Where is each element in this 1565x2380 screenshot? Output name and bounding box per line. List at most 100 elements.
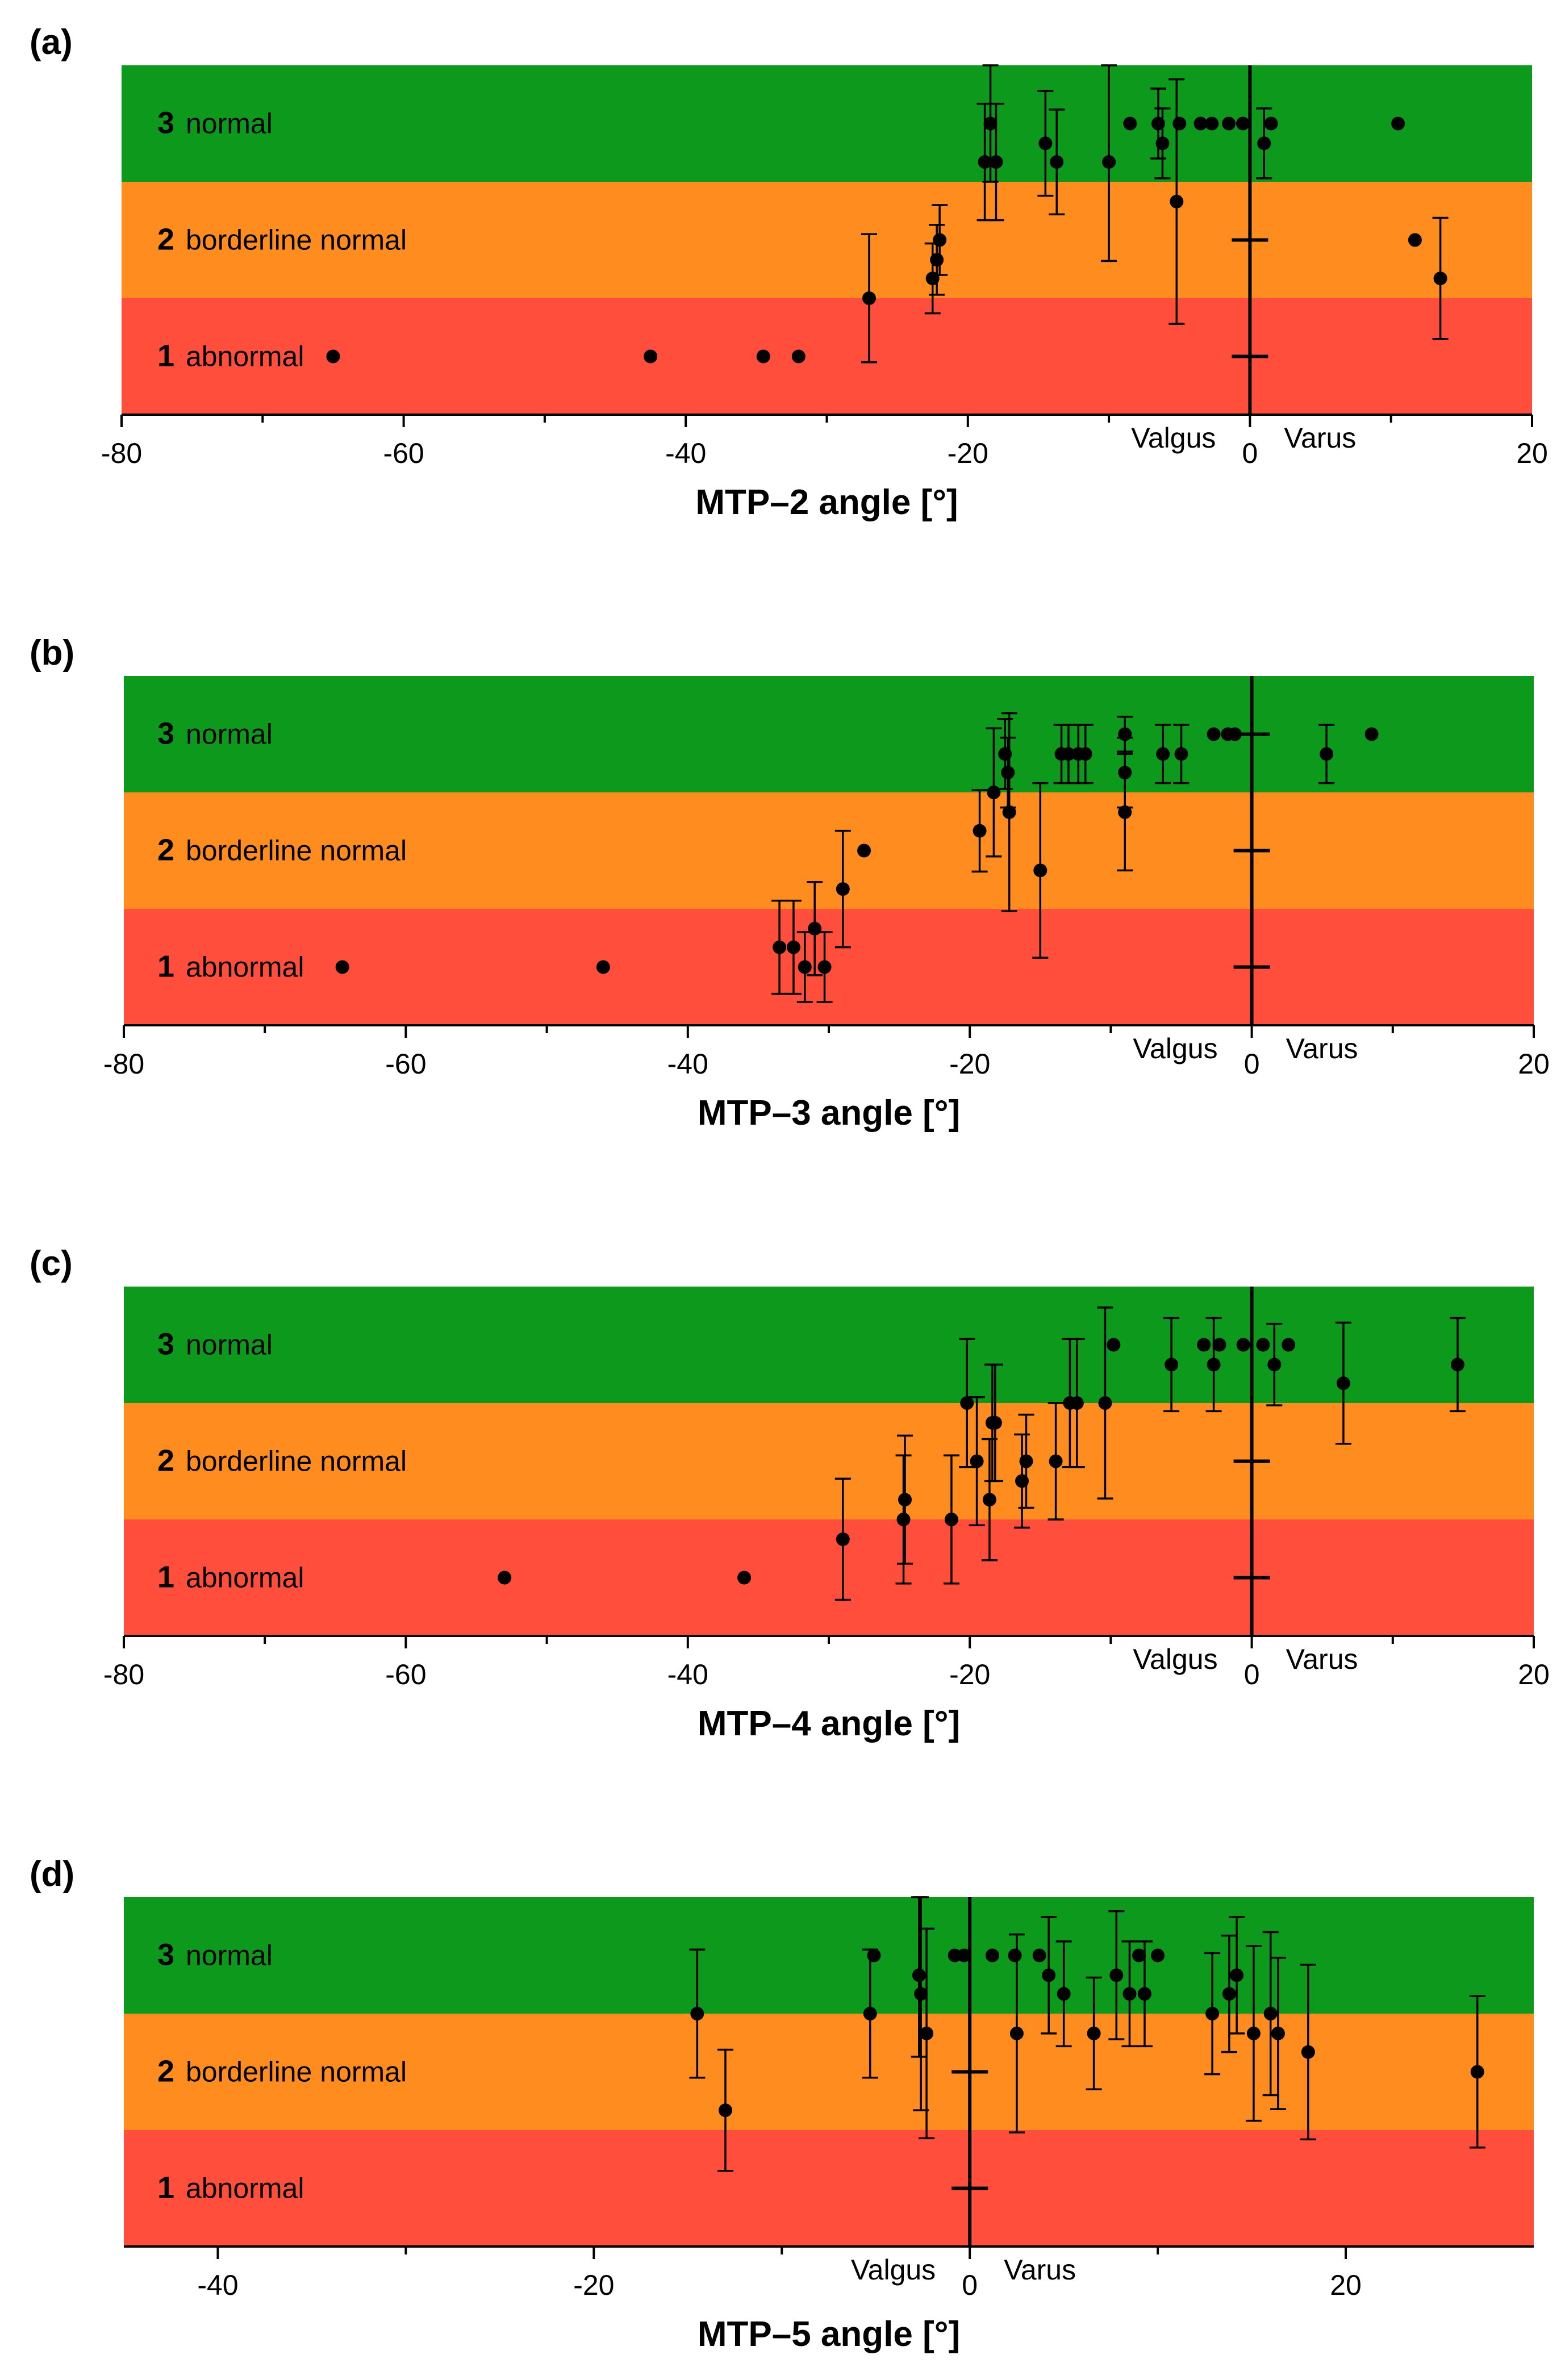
band-borderline <box>124 792 1534 909</box>
data-point <box>335 960 349 974</box>
panel-label: (b) <box>30 633 74 673</box>
x-tick-label: -20 <box>949 1048 990 1080</box>
band-normal <box>124 1287 1534 1403</box>
band-score: 3 <box>157 717 174 751</box>
band-abnormal <box>124 1519 1534 1636</box>
band-label: abnormal <box>186 2173 304 2204</box>
data-point <box>944 1513 958 1526</box>
data-point <box>1236 116 1250 131</box>
data-point <box>498 1571 512 1585</box>
band-label: normal <box>186 108 273 140</box>
data-point <box>1087 2026 1101 2040</box>
x-tick-label: -20 <box>949 1659 990 1690</box>
x-tick-label: -40 <box>667 1659 708 1690</box>
data-point <box>596 960 610 974</box>
panel-label: (a) <box>30 23 73 62</box>
data-point <box>1049 1454 1063 1468</box>
band-label: abnormal <box>186 341 304 373</box>
data-point <box>1165 1358 1179 1372</box>
data-point <box>690 2007 704 2020</box>
x-tick-label: -60 <box>385 1048 426 1080</box>
data-point <box>857 844 871 858</box>
band-abnormal <box>122 298 1532 415</box>
data-point <box>1364 727 1379 741</box>
data-point <box>1050 155 1064 169</box>
panel-label: (d) <box>30 1855 74 1894</box>
x-axis-title: MTP–5 angle [°] <box>698 2315 960 2354</box>
x-axis-title: MTP–2 angle [°] <box>695 483 958 522</box>
data-point <box>1151 1948 1165 1963</box>
data-point <box>836 1532 850 1546</box>
x-tick-label: 20 <box>1516 437 1548 469</box>
band-score: 2 <box>157 223 174 257</box>
data-point <box>912 1968 926 1982</box>
data-point <box>1132 1948 1146 1963</box>
data-point <box>982 1493 996 1507</box>
data-point <box>1098 1396 1112 1410</box>
data-point <box>988 1416 1002 1430</box>
data-point <box>1207 1358 1221 1372</box>
data-point <box>1263 2007 1278 2020</box>
data-point <box>1038 136 1053 151</box>
chart-panel: (a) 3 normal 2 borderline normal 1 abnormal -80… <box>30 23 1548 522</box>
band-borderline <box>124 1403 1534 1519</box>
data-point <box>970 1454 984 1468</box>
band-abnormal <box>124 2130 1534 2247</box>
data-point <box>1205 2007 1220 2020</box>
data-point <box>1256 1338 1270 1352</box>
data-point <box>1009 2026 1024 2040</box>
data-point <box>817 960 832 974</box>
data-point <box>1408 233 1422 247</box>
data-point <box>326 349 340 364</box>
data-point <box>1172 116 1187 131</box>
x-tick-label: -60 <box>383 437 424 469</box>
data-point <box>808 921 822 936</box>
data-point <box>1019 1454 1033 1468</box>
data-point <box>898 1493 912 1507</box>
band-label: borderline normal <box>186 224 407 256</box>
data-point <box>1102 155 1116 169</box>
chart-panel: (c) 3 normal 2 borderline normal 1 abnormal -80… <box>30 1244 1550 1743</box>
data-point <box>737 1571 752 1585</box>
band-normal <box>122 65 1532 182</box>
varus-label: Varus <box>1004 2254 1076 2286</box>
x-axis-title: MTP–4 angle [°] <box>698 1704 960 1743</box>
data-point <box>1118 805 1132 819</box>
data-point <box>1320 747 1334 761</box>
data-point <box>1228 727 1242 741</box>
data-point <box>718 2103 732 2118</box>
data-point <box>1001 766 1015 780</box>
x-tick-label: -20 <box>573 2269 614 2301</box>
x-tick-label: 20 <box>1518 1048 1550 1080</box>
data-point <box>1155 136 1170 151</box>
data-point <box>1070 1396 1084 1410</box>
data-point <box>1033 863 1047 878</box>
data-point <box>1008 1948 1022 1963</box>
x-axis-title: MTP–3 angle [°] <box>698 1093 960 1133</box>
data-point <box>1222 116 1236 131</box>
data-point <box>1271 2026 1285 2040</box>
x-tick-label: 0 <box>1244 1048 1260 1080</box>
valgus-label: Valgus <box>851 2254 936 2286</box>
data-point <box>989 155 1003 169</box>
band-label: abnormal <box>186 951 304 983</box>
x-tick-label: 0 <box>962 2269 978 2301</box>
data-point <box>930 253 944 267</box>
x-tick-label: -60 <box>385 1659 426 1690</box>
varus-label: Varus <box>1286 1643 1358 1675</box>
x-tick-label: 0 <box>1244 1659 1260 1690</box>
band-borderline <box>124 2014 1534 2130</box>
data-point <box>1197 1338 1211 1352</box>
band-score: 3 <box>157 106 174 140</box>
data-point <box>791 349 806 364</box>
data-point <box>914 1987 928 2001</box>
x-tick-label: -80 <box>101 437 142 469</box>
x-tick-label: -20 <box>948 437 988 469</box>
band-score: 3 <box>157 1327 174 1362</box>
data-point <box>1470 2065 1484 2079</box>
data-point <box>773 940 787 954</box>
data-point <box>836 882 850 896</box>
data-point <box>1230 1968 1244 1982</box>
data-point <box>1433 272 1447 286</box>
